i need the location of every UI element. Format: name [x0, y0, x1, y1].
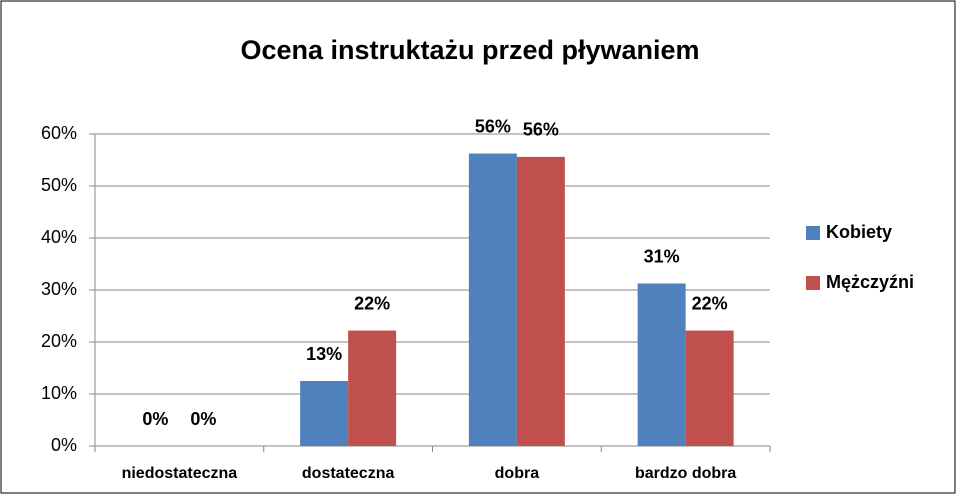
bar — [300, 381, 349, 446]
data-label: 13% — [306, 344, 342, 364]
x-tick-label: dobra — [495, 465, 540, 482]
bar — [516, 156, 565, 446]
x-tick-label: dostateczna — [302, 465, 395, 482]
bar — [637, 283, 686, 446]
data-label: 0% — [142, 409, 168, 429]
bar — [468, 153, 517, 446]
y-tick-label: 40% — [41, 227, 77, 247]
y-tick-label: 20% — [41, 331, 77, 351]
bar — [685, 330, 734, 446]
data-label: 22% — [354, 293, 390, 313]
y-tick-label: 60% — [41, 123, 77, 143]
y-tick-label: 50% — [41, 175, 77, 195]
y-tick-label: 30% — [41, 279, 77, 299]
y-tick-label: 0% — [51, 435, 77, 455]
chart-title: Ocena instruktażu przed pływaniem — [240, 35, 699, 65]
y-tick-label: 10% — [41, 383, 77, 403]
data-label: 22% — [692, 293, 728, 313]
legend-label: Mężczyźni — [826, 272, 914, 292]
data-label: 56% — [523, 120, 559, 140]
x-tick-label: niedostateczna — [122, 465, 238, 482]
x-tick-label: bardzo dobra — [635, 465, 736, 482]
legend-swatch — [806, 226, 820, 240]
bar — [348, 330, 397, 446]
data-label: 0% — [190, 409, 216, 429]
data-label: 56% — [475, 116, 511, 136]
legend-swatch — [806, 276, 820, 290]
data-label: 31% — [644, 246, 680, 266]
legend-label: Kobiety — [826, 222, 892, 242]
